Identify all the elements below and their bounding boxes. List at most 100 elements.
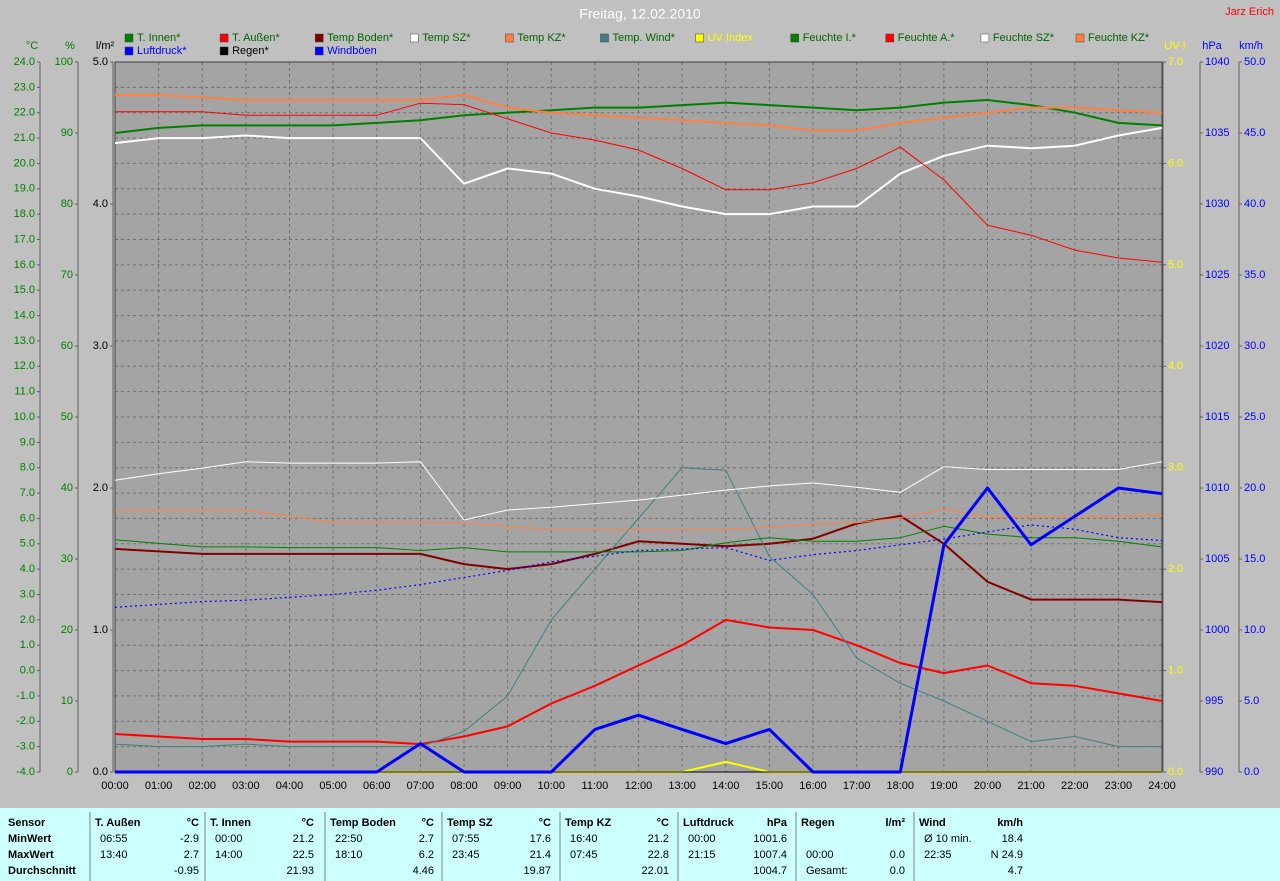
series-line: [115, 102, 1163, 263]
x-tick-label: 23:00: [1105, 780, 1133, 792]
legend-swatch: [600, 33, 609, 43]
y-tick-label: 0: [67, 766, 73, 778]
y-tick-label: 20.0: [1244, 482, 1265, 494]
y-tick-label: 0.0: [93, 766, 108, 778]
group-name: Temp KZ: [565, 817, 612, 829]
y-tick-label: 1.0: [93, 624, 108, 636]
y-tick-label: -1.0: [16, 690, 35, 702]
y-tick-label: 12.0: [14, 360, 35, 372]
cell-time: 21:15: [688, 849, 716, 861]
cell-value: 21.2: [648, 833, 669, 845]
y-tick-label: 5.0: [1168, 259, 1183, 271]
series-line: [114, 126, 1163, 216]
y-tick-label: 1.0: [1168, 664, 1183, 676]
group-name: Temp Boden: [330, 817, 396, 829]
legend-swatch: [505, 33, 514, 43]
cell-time: 00:00: [215, 833, 243, 845]
y-tick-label: 1020: [1205, 340, 1229, 352]
cell-time: 06:55: [100, 833, 128, 845]
y-tick-label: 7.0: [20, 487, 35, 499]
y-tick-label: 4.0: [1168, 360, 1183, 372]
y-tick-label: 4.0: [93, 198, 108, 210]
cell-value: 0.0: [890, 865, 905, 877]
y-tick-label: 30.0: [1244, 340, 1265, 352]
x-tick-label: 20:00: [974, 780, 1002, 792]
legend-swatch: [410, 33, 419, 43]
y-tick-label: -4.0: [16, 766, 35, 778]
stats-table: [0, 808, 1280, 881]
y-tick-label: 21.0: [14, 132, 35, 144]
group-unit: km/h: [997, 817, 1023, 829]
y-tick-label: 2.0: [20, 614, 35, 626]
cell-time: 07:55: [452, 833, 480, 845]
cell-value: 19.87: [523, 865, 551, 877]
axis-unit: l/m²: [96, 40, 115, 52]
legend-label: Temp. Wind*: [613, 32, 676, 44]
chart-title: Freitag, 12.02.2010: [579, 6, 701, 22]
series-line: [115, 94, 1163, 132]
y-tick-label: 20: [61, 624, 73, 636]
y-tick-label: 40.0: [1244, 198, 1265, 210]
y-tick-label: 16.0: [14, 259, 35, 271]
x-tick-label: 16:00: [799, 780, 827, 792]
legend-swatch: [1075, 33, 1085, 43]
legend-swatch: [790, 33, 799, 43]
row-label: Durchschnitt: [8, 865, 76, 877]
y-tick-label: 3.0: [20, 588, 35, 600]
x-tick-label: 01:00: [145, 780, 173, 792]
cell-value: -0.95: [174, 865, 199, 877]
y-tick-label: 1035: [1205, 127, 1229, 139]
row-label: Sensor: [8, 817, 46, 829]
y-tick-label: 0.0: [1168, 766, 1183, 778]
series-line: [114, 514, 1163, 604]
x-tick-label: 03:00: [232, 780, 260, 792]
cell-value: 21.93: [286, 865, 314, 877]
y-tick-label: 5.0: [20, 538, 35, 550]
series-line: [114, 525, 1163, 553]
cell-value: 22.5: [293, 849, 314, 861]
group-name: Temp SZ: [447, 817, 493, 829]
y-tick-label: 10: [61, 695, 73, 707]
legend-label: UV Index: [708, 32, 754, 44]
legend-swatch: [980, 33, 990, 43]
y-tick-label: 23.0: [14, 81, 35, 93]
y-tick-label: 3.0: [93, 340, 108, 352]
cell-time: Gesamt:: [806, 865, 848, 877]
legend-swatch: [219, 33, 229, 43]
cell-time: 18:10: [335, 849, 363, 861]
x-tick-label: 19:00: [930, 780, 958, 792]
cell-value: 0.0: [890, 849, 905, 861]
cell-value: 21.4: [530, 849, 551, 861]
y-tick-label: 25.0: [1244, 411, 1265, 423]
y-tick-label: 60: [61, 340, 73, 352]
group-unit: hPa: [767, 817, 788, 829]
y-tick-label: 3.0: [1168, 462, 1183, 474]
y-tick-label: 5.0: [93, 56, 108, 68]
cell-value: -2.9: [180, 833, 199, 845]
cell-time: 07:45: [570, 849, 598, 861]
y-tick-label: 24.0: [14, 56, 35, 68]
y-tick-label: 1000: [1205, 624, 1229, 636]
x-tick-label: 06:00: [363, 780, 391, 792]
y-tick-label: 1025: [1205, 269, 1229, 281]
y-tick-label: 50: [61, 411, 73, 423]
series-line: [115, 508, 1163, 531]
series-line: [114, 467, 1162, 748]
x-tick-label: 14:00: [712, 780, 740, 792]
x-tick-label: 02:00: [188, 780, 216, 792]
x-tick-label: 15:00: [756, 780, 784, 792]
y-tick-label: 17.0: [14, 233, 35, 245]
y-tick-label: 22.0: [14, 107, 35, 119]
y-tick-label: 19.0: [14, 183, 35, 195]
legend-label: Feuchte SZ*: [993, 32, 1055, 44]
x-tick-label: 09:00: [494, 780, 522, 792]
legend-label: Temp KZ*: [517, 32, 566, 44]
y-tick-label: 15.0: [14, 284, 35, 296]
cell-time: 14:00: [215, 849, 243, 861]
cell-value: 1001.6: [753, 833, 787, 845]
x-tick-label: 00:00: [101, 780, 129, 792]
group-name: Regen: [801, 817, 835, 829]
group-name: T. Außen: [95, 817, 141, 829]
author: Jarz Erich: [1225, 6, 1274, 18]
